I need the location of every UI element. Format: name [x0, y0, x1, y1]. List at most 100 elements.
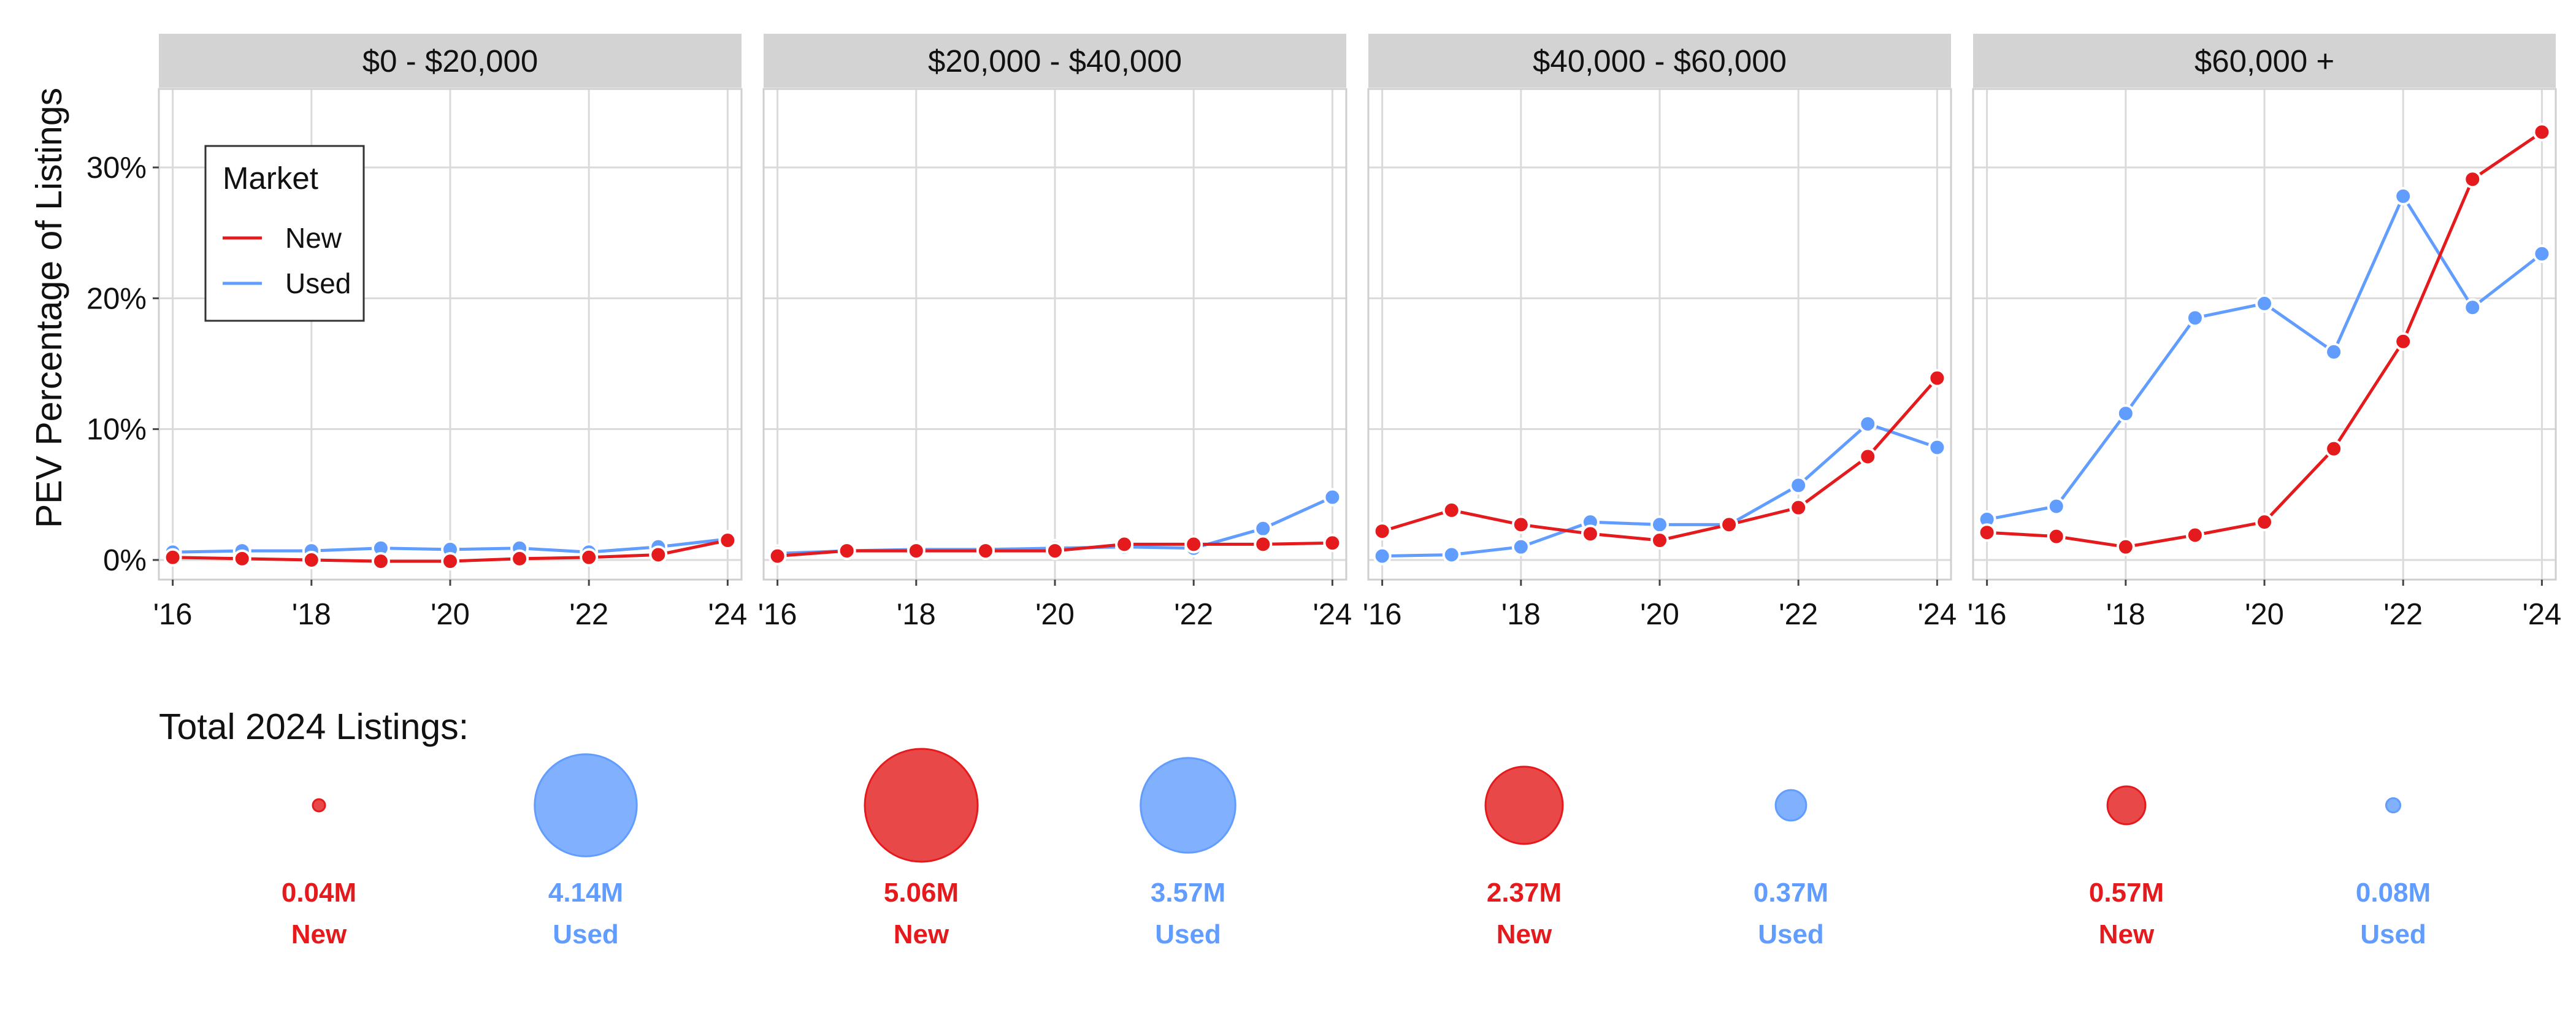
bubble-new — [312, 798, 326, 813]
data-point-new — [768, 546, 787, 565]
facet-title: $0 - $20,000 — [362, 44, 538, 79]
data-point-new — [1115, 535, 1134, 554]
x-tick-label: '20 — [1035, 598, 1075, 631]
bubble-value-label: 0.57M — [2089, 878, 2164, 908]
y-tick-label: 20% — [86, 282, 147, 315]
data-point-new — [837, 542, 856, 561]
bubble-market-label: Used — [2360, 919, 2426, 949]
bubbles-title: Total 2024 Listings: — [159, 707, 469, 747]
facet-panel: $0 - $20,000 '16 '18 '20 '22 '24 0% 10% 20% 30% — [86, 34, 747, 631]
bubble-market-label: New — [291, 919, 347, 949]
data-point-used — [1650, 515, 1669, 534]
bubble-used — [2385, 797, 2402, 814]
y-axis-title: PEV Percentage of Listings — [29, 88, 69, 528]
data-point-new — [1977, 523, 1996, 542]
x-tick-label: '16 — [1968, 598, 2007, 631]
x-tick-label: '18 — [897, 598, 936, 631]
data-point-new — [1511, 515, 1530, 534]
x-tick-label: '24 — [1917, 598, 1957, 631]
facet-title: $60,000 + — [2195, 44, 2334, 79]
data-point-used — [1254, 519, 1273, 538]
data-point-used — [2532, 244, 2551, 263]
data-point-new — [976, 542, 995, 561]
facet-title: $20,000 - $40,000 — [928, 44, 1182, 79]
legend: Market New Used — [204, 145, 365, 322]
x-tick-label: '24 — [2522, 598, 2561, 631]
x-tick-label: '20 — [2245, 598, 2284, 631]
x-tick-label: '16 — [758, 598, 797, 631]
x-tick-label: '22 — [1779, 598, 1818, 631]
data-point-new — [232, 549, 251, 568]
data-point-new — [510, 549, 529, 568]
x-tick-label: '22 — [2383, 598, 2423, 631]
data-point-new — [2325, 439, 2344, 458]
data-point-new — [302, 551, 321, 569]
bubble-value-label: 4.14M — [548, 878, 623, 908]
legend-title: Market — [223, 161, 318, 196]
bubble-used — [534, 753, 638, 857]
bubble-market-label: Used — [553, 919, 619, 949]
data-point-new — [649, 545, 668, 564]
data-point-new — [1928, 369, 1947, 388]
data-point-used — [1323, 488, 1342, 507]
facet-panels: $0 - $20,000 '16 '18 '20 '22 '24 0% 10% 20% 30% $2… — [86, 34, 2561, 631]
bubble-value-label: 0.08M — [2356, 878, 2431, 908]
total-listings-bubbles: 0.04M New 4.14M Used 5.06M New 3.57M Used 2.37M N… — [282, 748, 2431, 949]
data-point-used — [2394, 186, 2413, 205]
data-point-new — [1720, 515, 1739, 534]
bubble-market-label: Used — [1758, 919, 1824, 949]
x-tick-label: '16 — [1363, 598, 1402, 631]
x-tick-label: '18 — [292, 598, 331, 631]
data-point-new — [1442, 500, 1461, 519]
legend-label: Used — [285, 267, 351, 299]
bubble-market-label: New — [894, 919, 949, 949]
data-point-new — [907, 542, 926, 561]
data-point-new — [1323, 534, 1342, 553]
bubble-market-label: New — [1497, 919, 1552, 949]
data-point-new — [2255, 513, 2274, 532]
bubble-value-label: 2.37M — [1487, 878, 1562, 908]
data-point-new — [1858, 447, 1877, 466]
y-tick-label: 30% — [86, 151, 147, 185]
data-point-new — [1373, 522, 1392, 541]
facet-strip — [1368, 34, 1951, 88]
data-point-new — [1254, 535, 1273, 554]
facet-strip — [159, 34, 742, 88]
data-point-used — [1442, 545, 1461, 564]
facet-title: $40,000 - $60,000 — [1533, 44, 1787, 79]
x-tick-label: '22 — [569, 598, 608, 631]
bubble-value-label: 0.04M — [282, 878, 356, 908]
facet-panel: $20,000 - $40,000 '16 '18 '20 '22 '24 — [758, 34, 1352, 631]
legend-box — [204, 145, 365, 322]
bubble-market-label: New — [2099, 919, 2155, 949]
y-tick-label: 0% — [103, 544, 147, 577]
legend-label: New — [285, 222, 342, 254]
data-point-used — [2463, 298, 2482, 317]
facet-panel: $60,000 + '16 '18 '20 '22 '24 — [1968, 34, 2561, 631]
data-point-new — [2532, 123, 2551, 142]
x-tick-label: '24 — [708, 598, 747, 631]
data-point-new — [441, 552, 459, 571]
data-point-new — [2047, 527, 2066, 546]
x-tick-label: '24 — [1313, 598, 1352, 631]
y-tick-label: 10% — [86, 413, 147, 447]
x-tick-label: '20 — [1640, 598, 1679, 631]
facet-strip — [764, 34, 1346, 88]
bubble-new — [1484, 765, 1564, 845]
bubble-new — [2106, 785, 2147, 826]
x-tick-label: '18 — [2106, 598, 2145, 631]
data-point-new — [2463, 170, 2482, 189]
x-tick-label: '20 — [431, 598, 470, 631]
bubble-value-label: 5.06M — [884, 878, 959, 908]
bubble-used — [1774, 789, 1807, 822]
bubble-market-label: Used — [1155, 919, 1221, 949]
data-point-new — [580, 548, 599, 567]
data-point-used — [1373, 546, 1392, 565]
data-point-used — [2116, 404, 2135, 423]
data-point-used — [2185, 309, 2204, 328]
data-point-new — [1650, 531, 1669, 550]
data-point-used — [1511, 537, 1530, 556]
bubble-value-label: 0.37M — [1754, 878, 1828, 908]
data-point-used — [2325, 342, 2344, 361]
bubble-new — [864, 748, 979, 863]
